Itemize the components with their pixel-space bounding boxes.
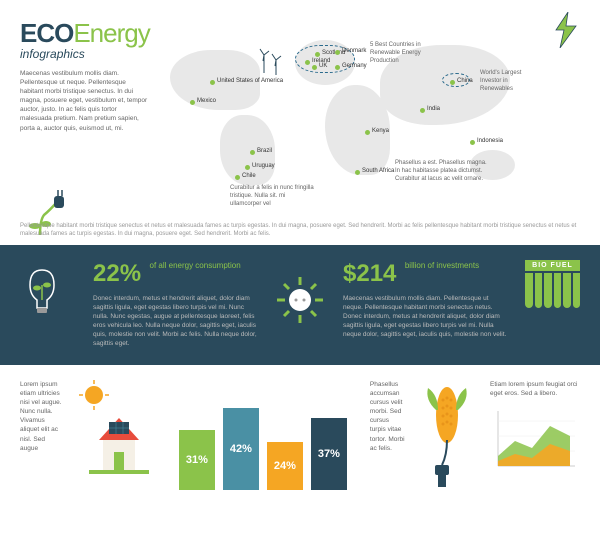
map-label: Germany (342, 63, 367, 69)
map-section: ECOEnergy infographics Maecenas vestibul… (0, 0, 600, 245)
map-text-1: Curabitur a felis in nunc fringilla tris… (230, 185, 315, 208)
stat-2-body: Maecenas vestibulum mollis diam. Pellent… (343, 294, 507, 339)
map-label: South Africa (362, 168, 394, 174)
map-dot (335, 65, 340, 70)
area-chart: Etiam lorem ipsum feugiat orci eget eros… (490, 380, 580, 518)
map-dot (335, 50, 340, 55)
solar-house-icon (79, 380, 154, 518)
map-dot (235, 175, 240, 180)
map-label: Uruguay (252, 163, 275, 169)
footer-note: Pellentesque habitant morbi tristique se… (20, 223, 580, 239)
stat-1: 22% of all energy consumption Donec inte… (93, 260, 257, 350)
map-dot (365, 130, 370, 135)
stat-1-body: Donec interdum, metus et hendrerit aliqu… (93, 294, 257, 349)
map-label: Mexico (197, 98, 216, 104)
stat-1-value: 22% (93, 260, 141, 287)
map-dot (312, 65, 317, 70)
map-dot (305, 60, 310, 65)
map-label: Chile (242, 173, 256, 179)
stats-band: 22% of all energy consumption Donec inte… (0, 245, 600, 365)
bar-chart: 31%42%24%37% (169, 380, 347, 490)
map-label: UK (319, 63, 327, 69)
map-dot (355, 170, 360, 175)
callout-text-2: World's Largest Investor in Renewables (480, 70, 540, 93)
intro-text: Maecenas vestibulum mollis diam. Pellent… (20, 69, 150, 133)
lightning-icon (552, 12, 580, 48)
map-label: Kenya (372, 128, 389, 134)
map-label: China (457, 78, 473, 84)
lightbulb-plant-icon (20, 260, 65, 315)
chart-bar: 37% (311, 418, 347, 490)
map-label: United States of America (217, 78, 283, 84)
map-dot (450, 80, 455, 85)
biofuel-icon: BIO FUEL (525, 260, 580, 350)
stat-2-label: billion of investments (405, 262, 479, 271)
sun-outlet-icon (275, 275, 325, 325)
map-text-2: Phasellus a est. Phasellus magna. In hac… (395, 160, 490, 183)
map-dot (470, 140, 475, 145)
map-dot (315, 52, 320, 57)
map-dot (190, 100, 195, 105)
map-dot (210, 80, 215, 85)
map-label: Indonesia (477, 138, 503, 144)
bars-caption: Phasellus accumsan cursus velit morbi. S… (362, 380, 405, 518)
stat-2: $214 billion of investments Maecenas ves… (343, 260, 507, 350)
map-label: Denmark (342, 48, 366, 54)
title-energy: Energy (73, 18, 149, 48)
chart-bar: 31% (179, 430, 215, 490)
stat-2-value: $214 (343, 260, 396, 287)
map-label: Brazil (257, 148, 272, 154)
map-dot (250, 150, 255, 155)
title-eco: ECO (20, 18, 73, 48)
world-map: 5 Best Countries in Renewable Energy Pro… (150, 10, 550, 190)
chart-bar: 24% (267, 442, 303, 490)
map-dot (420, 108, 425, 113)
callout-text-1: 5 Best Countries in Renewable Energy Pro… (370, 42, 440, 65)
corn-fuel-icon (420, 380, 475, 518)
bottom-left-text: Lorem ipsum etiam ultricies nisi vel aug… (20, 380, 64, 518)
biofuel-label: BIO FUEL (525, 260, 580, 271)
map-dot (245, 165, 250, 170)
bottom-section: Lorem ipsum etiam ultricies nisi vel aug… (0, 365, 600, 533)
wind-turbine-icon (250, 45, 290, 80)
chart-bar: 42% (223, 408, 259, 490)
stat-1-label: of all energy consumption (150, 262, 241, 271)
map-label: India (427, 106, 440, 112)
